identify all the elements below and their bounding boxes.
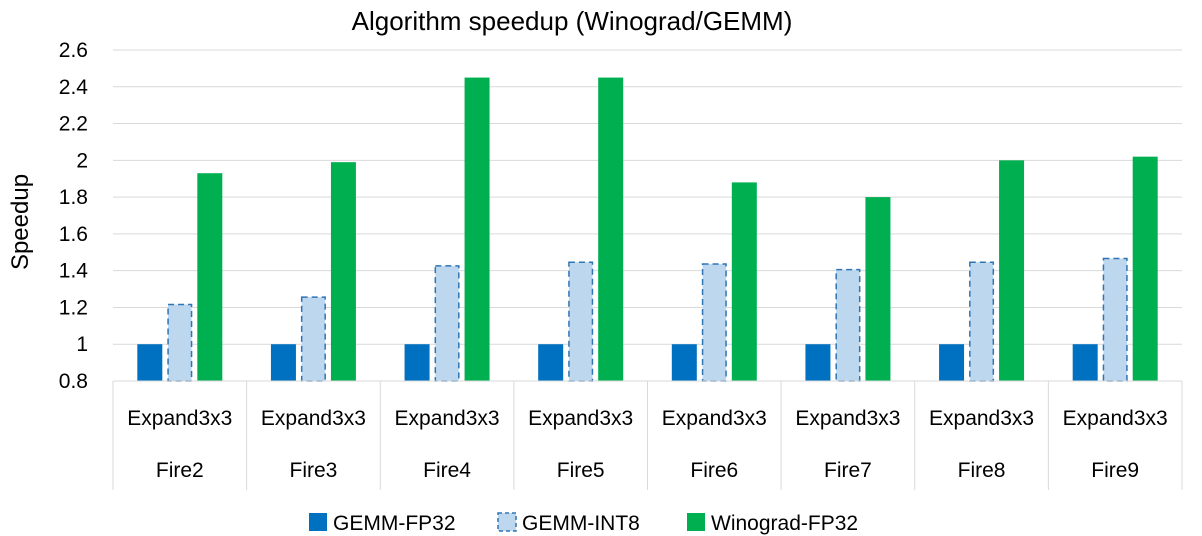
x-tick-label-sub: Expand3x3	[795, 407, 900, 430]
x-tick-label-group: Fire7	[824, 459, 872, 482]
x-tick-label-sub: Expand3x3	[528, 407, 633, 430]
y-tick-label: 2	[76, 149, 88, 172]
bar-gemm-int8-fire7	[835, 268, 861, 382]
bar-gemm-fp32-fire4	[404, 344, 430, 381]
legend-swatch-gemm-fp32	[309, 513, 327, 531]
chart-title: Algorithm speedup (Winograd/GEMM)	[352, 6, 793, 36]
bar-gemm-int8-fire4	[434, 265, 460, 382]
bar-gemm-int8-fire3	[300, 296, 326, 382]
legend-label-winograd-fp32: Winograd-FP32	[711, 512, 858, 535]
x-tick-label-group: Fire4	[423, 459, 471, 482]
bar-gemm-fp32-fire5	[538, 344, 564, 381]
x-tick-label-sub: Expand3x3	[929, 407, 1034, 430]
bar-gemm-fp32-fire8	[939, 344, 965, 381]
y-tick-label: 2.6	[59, 39, 88, 62]
legend-label-gemm-int8: GEMM-INT8	[522, 512, 640, 535]
bar-winograd-fp32-fire8	[999, 160, 1025, 381]
x-tick-label-group: Fire2	[156, 459, 204, 482]
legend-swatch-winograd-fp32	[687, 513, 705, 531]
y-tick-labels: 0.8 1 1.2 1.4 1.6 1.8 2 2.2 2.4 2.6	[59, 39, 89, 393]
bar-gemm-int8-fire8	[969, 261, 995, 382]
y-tick-label: 1.4	[59, 260, 89, 283]
bar-gemm-int8-fire5	[568, 261, 594, 382]
legend-swatch-gemm-int8	[497, 512, 517, 532]
y-axis-label: Speedup	[7, 174, 34, 270]
x-tick-label-sub: Expand3x3	[261, 407, 366, 430]
bar-gemm-fp32-fire3	[270, 344, 296, 381]
legend-label-gemm-fp32: GEMM-FP32	[333, 512, 456, 535]
bar-gemm-int8-fire2	[167, 303, 193, 382]
x-tick-label-sub: Expand3x3	[395, 407, 500, 430]
bar-winograd-fp32-fire3	[330, 162, 356, 381]
y-tick-label: 2.2	[59, 113, 88, 136]
bar-gemm-fp32-fire7	[805, 344, 831, 381]
y-tick-label: 1.8	[59, 186, 88, 209]
x-tick-label-group: Fire8	[958, 459, 1006, 482]
x-tick-label-sub: Expand3x3	[127, 407, 232, 430]
bar-winograd-fp32-fire6	[731, 182, 757, 381]
bar-gemm-fp32-fire2	[137, 344, 163, 381]
x-tick-label-sub: Expand3x3	[662, 407, 767, 430]
gridlines	[113, 49, 1182, 345]
bars	[137, 77, 1158, 382]
x-tick-label-sub: Expand3x3	[1063, 407, 1168, 430]
legend: GEMM-FP32 GEMM-INT8 Winograd-FP32	[309, 512, 858, 535]
y-tick-label: 1	[76, 333, 88, 356]
x-tick-label-group: Fire9	[1091, 459, 1139, 482]
bar-gemm-fp32-fire6	[671, 344, 697, 381]
x-tick-label-group: Fire6	[690, 459, 738, 482]
bar-gemm-int8-fire6	[701, 263, 727, 382]
x-tick-label-group: Fire3	[290, 459, 338, 482]
bar-gemm-fp32-fire9	[1072, 344, 1098, 381]
bar-winograd-fp32-fire5	[598, 77, 624, 381]
bar-gemm-int8-fire9	[1102, 257, 1128, 382]
bar-winograd-fp32-fire7	[865, 197, 891, 381]
y-tick-label: 1.6	[59, 223, 88, 246]
bar-winograd-fp32-fire4	[464, 77, 490, 381]
y-tick-label: 0.8	[59, 370, 88, 393]
x-tick-label-group: Fire5	[557, 459, 605, 482]
y-tick-label: 1.2	[59, 296, 88, 319]
x-axis: Expand3x3 Fire2 Expand3x3 Fire3 Expand3x3 Fir…	[112, 380, 1183, 490]
y-tick-label: 2.4	[59, 76, 89, 99]
bar-winograd-fp32-fire2	[197, 173, 223, 381]
bar-winograd-fp32-fire9	[1132, 156, 1158, 381]
